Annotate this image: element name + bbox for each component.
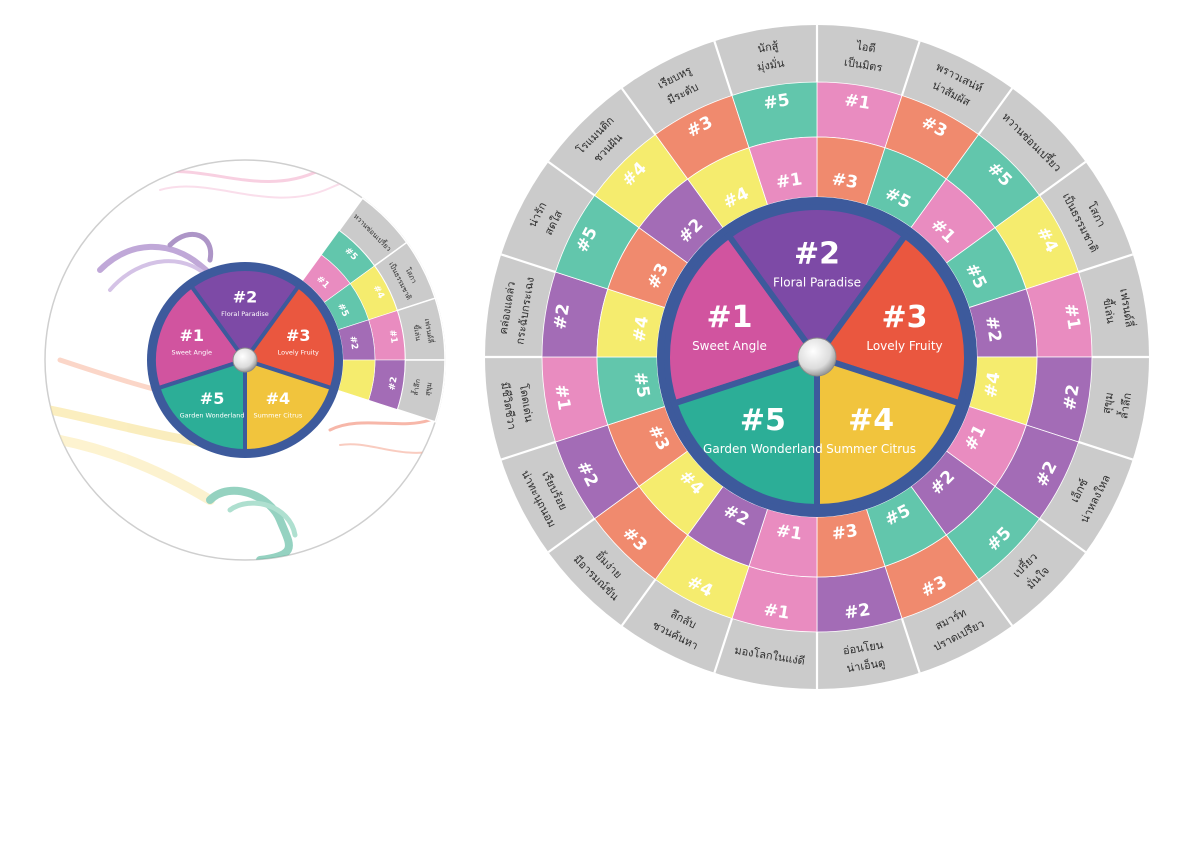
ring-outer-number: #2 bbox=[1060, 383, 1084, 412]
small-core-segment-name: Floral Paradise bbox=[221, 310, 269, 318]
trait-label: อ่อนโยน bbox=[842, 637, 885, 657]
core-segment-name: Sweet Angle bbox=[692, 339, 767, 353]
small-core-segment bbox=[152, 283, 249, 391]
ring-outer-number: #1 bbox=[550, 383, 574, 412]
ring-inner-number: #3 bbox=[830, 521, 859, 545]
trait-label: ไอดี bbox=[855, 39, 877, 55]
trait-label: เป็นมิตร bbox=[843, 55, 883, 75]
ring-outer-number: #1 bbox=[843, 90, 872, 114]
outer-band-divider bbox=[1078, 253, 1134, 274]
small-core-segment bbox=[188, 267, 302, 364]
trait-label: นักสู้ bbox=[757, 39, 780, 55]
small-core-segment-number: #5 bbox=[200, 389, 225, 408]
small-core-segment-name: Summer Citrus bbox=[254, 411, 303, 419]
small-core-segment bbox=[241, 283, 338, 391]
core-segment-number: #4 bbox=[848, 403, 894, 438]
core-segment-number: #5 bbox=[740, 403, 786, 438]
core-segment-name: Summer Citrus bbox=[826, 442, 916, 456]
outer-band-divider bbox=[900, 40, 921, 96]
number-rings: #1#3#3#5#5#1 #4#5#1#2#2#4#2#1#5#2#3#5#2#3… bbox=[541, 81, 1093, 633]
small-wheel[interactable]: หวานซ่อนเปรี้ยว#5#1 โสภาเป็นธรรมชาติ#4#5เ… bbox=[44, 155, 450, 561]
small-core-segment-name: Lovely Fruity bbox=[278, 349, 319, 357]
ring-inner-number: #4 bbox=[981, 370, 1005, 399]
small-ring-outer-number: #2 bbox=[388, 376, 400, 391]
core-segment-name: Lovely Fruity bbox=[866, 339, 942, 353]
small-core-segment-number: #1 bbox=[179, 326, 204, 345]
small-center-hub[interactable] bbox=[232, 347, 258, 373]
small-core-segment-name: Sweet Angle bbox=[171, 349, 212, 357]
trait-label: สุขุม bbox=[1100, 391, 1116, 414]
outer-band-divider bbox=[1038, 160, 1087, 197]
small-wheel-window: หวานซ่อนเปรี้ยว#5#1 โสภาเป็นธรรมชาติ#4#5เ… bbox=[302, 197, 446, 423]
small-core-segment-name: Garden Wonderland bbox=[180, 411, 245, 419]
trait-label: ขี้เล่น bbox=[1100, 297, 1119, 325]
outer-band-divider bbox=[547, 517, 596, 554]
small-trait-label: เฟรนด์ลี่ bbox=[423, 318, 436, 344]
core-segment bbox=[670, 352, 820, 511]
outer-band-divider bbox=[500, 253, 556, 274]
core-segment-number: #2 bbox=[794, 237, 840, 272]
small-core-segment-number: #4 bbox=[266, 389, 291, 408]
outer-band-divider bbox=[900, 618, 921, 674]
ring-inner-number: #4 bbox=[629, 315, 653, 344]
core-segment bbox=[724, 204, 910, 363]
ring-inner-number: #2 bbox=[981, 315, 1005, 344]
big-wheel-core: #1 Sweet Angle #2 Floral Paradise #3 Lovely F… bbox=[657, 197, 977, 517]
outer-band-divider bbox=[713, 618, 734, 674]
ring-inner-number: #1 bbox=[775, 521, 804, 545]
outer-band-divider bbox=[977, 578, 1014, 627]
ring-inner-number: #3 bbox=[830, 169, 859, 193]
core-segment bbox=[812, 231, 970, 408]
outer-band-divider bbox=[620, 87, 657, 136]
outer-band-divider bbox=[620, 578, 657, 627]
center-hub[interactable] bbox=[797, 337, 837, 377]
core-segment-number: #1 bbox=[706, 300, 752, 335]
trait-label: โดดเด่น bbox=[517, 383, 537, 424]
outer-band-divider bbox=[547, 160, 596, 197]
core-segment-number: #3 bbox=[881, 300, 927, 335]
core-segment-name: Garden Wonderland bbox=[703, 442, 823, 456]
outer-band-divider bbox=[713, 40, 734, 96]
ring-outer-number: #5 bbox=[762, 90, 791, 114]
trait-label: ล้ำลึก bbox=[1115, 392, 1134, 420]
core-segment bbox=[664, 231, 822, 408]
outer-band-divider bbox=[977, 87, 1014, 136]
ring-outer-number: #1 bbox=[762, 600, 791, 624]
ring-inner-number: #1 bbox=[775, 169, 804, 193]
outer-band-divider bbox=[1038, 517, 1087, 554]
big-wheel[interactable]: ไอดีเป็นมิตร พราวเสน่ห์น่าสัมผัสหวานซ่อนเ… bbox=[485, 25, 1149, 689]
ring-inner-number: #5 bbox=[629, 370, 653, 399]
ring-outer-number: #2 bbox=[843, 600, 872, 624]
trait-label: มุ่งมั่น bbox=[756, 55, 786, 74]
small-core-segment-number: #2 bbox=[233, 288, 258, 307]
outer-band-divider bbox=[1078, 440, 1134, 461]
small-ring-outer-number: #1 bbox=[387, 329, 399, 344]
trait-label: น่าเอ็นดู bbox=[846, 655, 886, 675]
core-segment-name: Floral Paradise bbox=[773, 276, 861, 290]
small-core-segment-number: #3 bbox=[286, 326, 311, 345]
outer-band-divider bbox=[500, 440, 556, 461]
small-wheel-core: #1 Sweet Angle #2 Floral Paradise #3 Lovely F… bbox=[147, 262, 343, 458]
ring-outer-number: #1 bbox=[1060, 302, 1084, 331]
ring-outer-number: #2 bbox=[550, 302, 574, 331]
small-ring-inner-number: #2 bbox=[347, 335, 359, 350]
small-core-segment bbox=[243, 357, 335, 454]
core-segment bbox=[814, 352, 964, 511]
small-core-segment bbox=[155, 357, 247, 454]
small-trait-label: สุขุม bbox=[424, 382, 434, 397]
